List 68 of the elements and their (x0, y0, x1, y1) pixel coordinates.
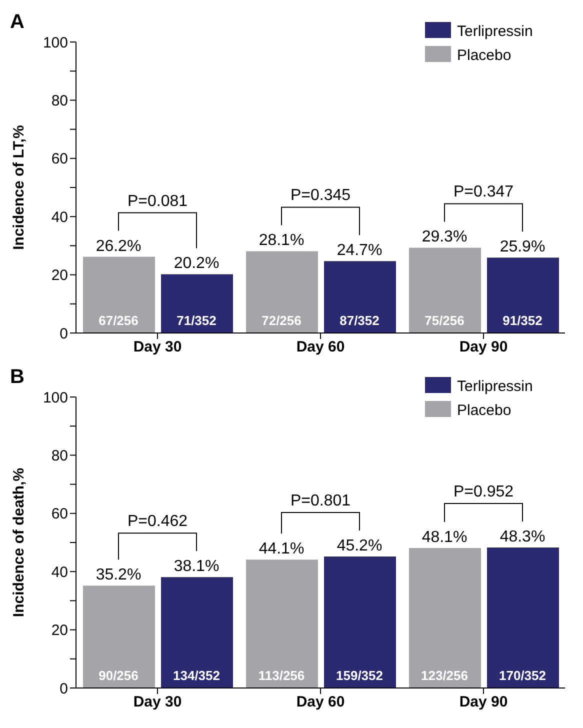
y-axis-title: Incidence of death,% (10, 468, 28, 618)
data-label: 35.2% (96, 566, 142, 584)
y-tick-label: 80 (51, 92, 68, 110)
y-tick-label: 60 (51, 506, 68, 523)
y-tick-label: 100 (42, 389, 68, 406)
x-tick-label: Day 60 (296, 338, 345, 356)
data-label: 38.1% (174, 558, 220, 576)
y-tick-label: 0 (60, 680, 68, 698)
annotation: 91/352 (502, 313, 542, 328)
bar (487, 547, 559, 688)
bar (409, 248, 481, 333)
data-label: 44.1% (258, 540, 304, 558)
legend-label: Terlipressin (457, 378, 533, 395)
legend-label: Placebo (457, 402, 512, 419)
annotation: 75/256 (424, 313, 464, 328)
annotation: 113/256 (258, 668, 305, 684)
legend-label: Terlipressin (457, 23, 533, 40)
data-label: 29.3% (422, 228, 468, 246)
annotation: 71/352 (176, 313, 216, 328)
x-tick-label: Day 90 (459, 694, 508, 711)
y-tick-label: 20 (51, 267, 68, 284)
x-tick-label: Day 90 (459, 338, 508, 356)
annotation: 87/352 (340, 313, 380, 328)
annotation: 134/352 (173, 668, 220, 684)
annotation: 72/256 (262, 313, 302, 328)
x-tick-label: Day 60 (296, 694, 345, 711)
y-tick-label: 60 (51, 150, 68, 168)
data-label: 28.1% (258, 232, 304, 250)
bar (324, 261, 396, 333)
annotation: P=0.347 (453, 184, 514, 201)
y-tick-label: 80 (51, 448, 68, 465)
bar (83, 586, 155, 688)
bar (161, 274, 233, 333)
annotation: P=0.081 (127, 192, 188, 210)
data-label: 45.2% (336, 537, 382, 554)
annotation: 170/352 (499, 668, 546, 684)
bar (246, 560, 318, 688)
annotation: P=0.345 (290, 187, 351, 204)
x-tick-label: Day 30 (133, 694, 182, 711)
data-label: 25.9% (500, 238, 546, 256)
data-label: 48.1% (422, 529, 468, 546)
data-label: 26.2% (96, 238, 142, 255)
annotation: 90/256 (98, 668, 138, 684)
chart-title: B (10, 366, 24, 388)
bar (161, 577, 233, 688)
chart-title: A (10, 11, 24, 33)
annotation: P=0.462 (127, 513, 188, 530)
bar (409, 548, 481, 688)
y-tick-label: 0 (60, 325, 68, 342)
y-tick-label: 40 (51, 208, 68, 226)
legend-label: Placebo (457, 47, 512, 64)
bar (324, 556, 396, 688)
bar (246, 251, 318, 333)
data-label: 24.7% (336, 242, 382, 260)
annotation: 123/256 (421, 668, 468, 684)
y-tick-label: 100 (42, 34, 68, 52)
annotation: P=0.801 (290, 492, 351, 510)
data-label: 48.3% (500, 528, 546, 546)
annotation: 159/352 (336, 668, 383, 684)
y-tick-label: 20 (51, 622, 68, 640)
bar (83, 256, 155, 333)
data-label: 20.2% (174, 255, 220, 272)
annotation: P=0.952 (453, 483, 514, 500)
y-axis-title: Incidence of LT,% (10, 125, 28, 250)
annotation: 67/256 (98, 313, 138, 328)
x-tick-label: Day 30 (133, 338, 182, 356)
bar (487, 258, 559, 333)
y-tick-label: 40 (51, 564, 68, 581)
